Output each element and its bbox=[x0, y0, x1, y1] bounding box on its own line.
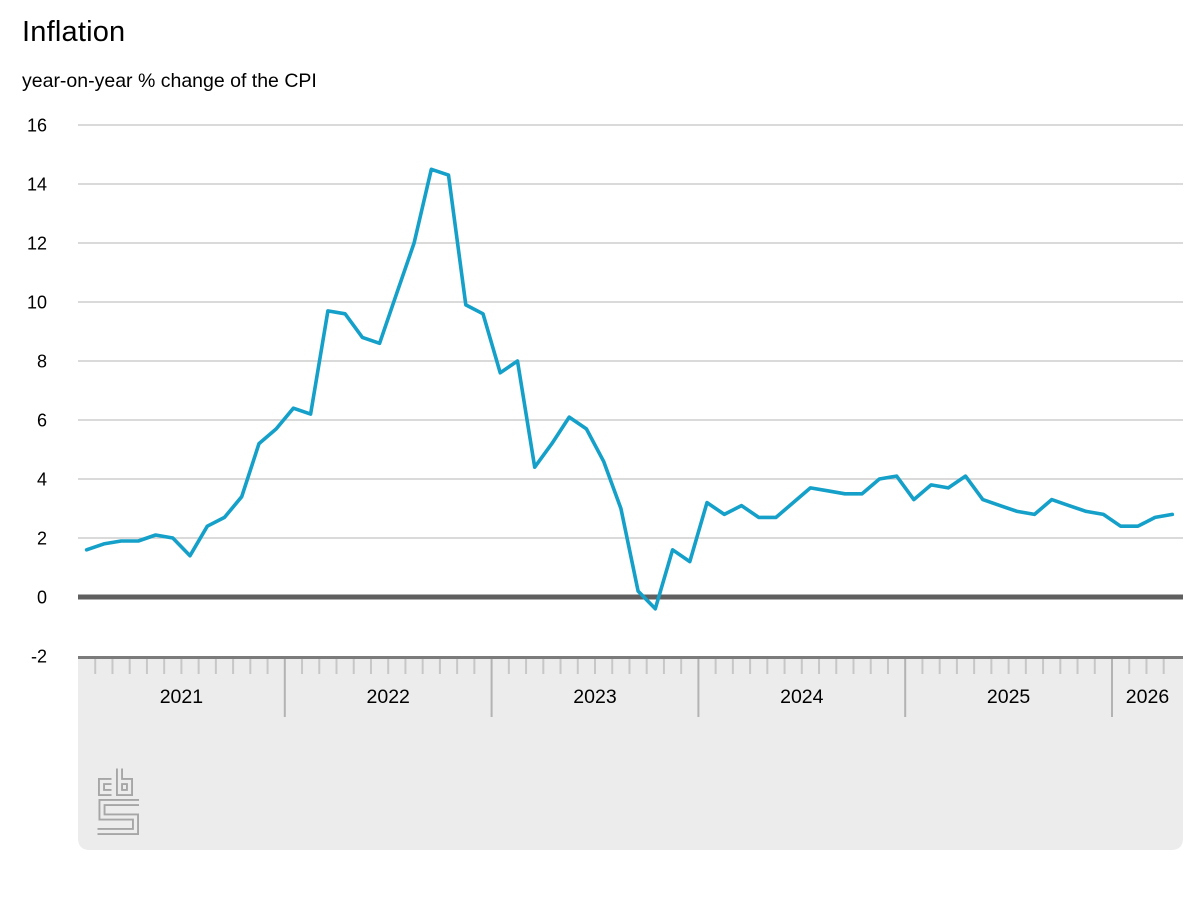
y-tick-label: 4 bbox=[37, 469, 47, 489]
year-label: 2023 bbox=[573, 686, 616, 708]
y-tick-label: 14 bbox=[27, 174, 47, 194]
y-tick-label: 12 bbox=[27, 233, 47, 253]
y-tick-label: -2 bbox=[31, 646, 47, 666]
inflation-line bbox=[84, 167, 1175, 611]
year-label: 2021 bbox=[160, 686, 203, 708]
y-tick-label: 10 bbox=[27, 292, 47, 312]
chart-title: Inflation bbox=[22, 16, 126, 48]
year-label: 2025 bbox=[987, 686, 1031, 708]
chart-subtitle: year-on-year % change of the CPI bbox=[22, 70, 317, 92]
cbs-logo-icon bbox=[97, 768, 139, 835]
y-tick-label: 8 bbox=[37, 351, 47, 371]
y-tick-label: 6 bbox=[37, 410, 47, 430]
chart-layers: 16 14 12 10 8 6 4 2 0 -2 2021 2022 2023 2024 2025 2026 bbox=[27, 115, 1183, 850]
y-tick-label: 2 bbox=[37, 528, 47, 548]
year-label: 2026 bbox=[1126, 686, 1169, 708]
year-label: 2024 bbox=[780, 686, 824, 708]
year-label: 2022 bbox=[367, 686, 410, 708]
y-tick-label: 0 bbox=[37, 587, 47, 607]
y-tick-label: 16 bbox=[27, 115, 47, 135]
x-axis-band bbox=[78, 656, 1183, 850]
